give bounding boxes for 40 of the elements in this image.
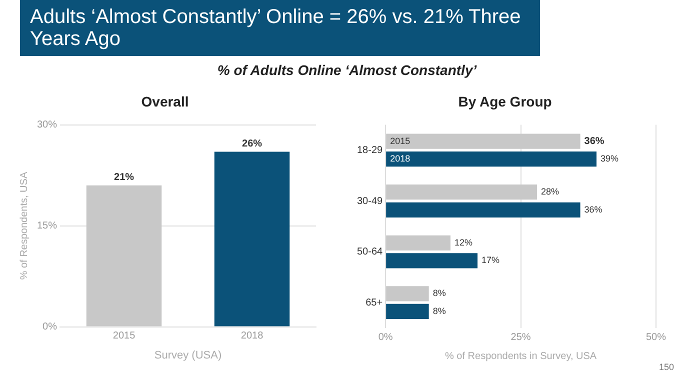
x-tick-label: 50% <box>646 332 666 343</box>
data-label: 12% <box>454 237 472 248</box>
data-label: 26% <box>242 138 262 150</box>
data-label: 28% <box>541 186 560 197</box>
bar <box>386 286 429 302</box>
x-tick-label: 2018 <box>240 330 264 342</box>
chart-title: Overall <box>141 93 189 110</box>
bar <box>386 253 478 268</box>
x-axis-title: Survey (USA) <box>154 349 222 362</box>
bar <box>386 202 580 218</box>
text: % of Adults Online ‘Almost Constantly’ <box>216 62 478 78</box>
data-label: 39% <box>600 154 619 164</box>
y-tick-label: 15% <box>37 220 58 232</box>
x-tick-label: 25% <box>510 332 531 343</box>
y-tick-label: 50-64 <box>357 246 384 258</box>
y-axis-title: % of Respondents, USA <box>18 172 30 280</box>
x-tick-label: 0% <box>378 332 393 343</box>
data-label: 8% <box>432 306 446 316</box>
bar <box>386 134 580 149</box>
series-label: 2018 <box>390 154 410 164</box>
bar <box>386 235 450 250</box>
y-tick-label: 18-29 <box>357 144 384 156</box>
chart-title: By Age Group <box>458 93 552 110</box>
data-label: 36% <box>584 136 604 148</box>
data-label: 21% <box>114 172 134 184</box>
y-tick-label: 30-49 <box>357 196 384 207</box>
text: 150 <box>658 362 674 372</box>
text: Adults ‘Almost Constantly’ Online = 26% vs. 21% Three Years Ago <box>20 0 540 56</box>
data-label: 17% <box>482 255 500 266</box>
bar <box>386 152 597 167</box>
data-label: 8% <box>432 288 446 298</box>
y-tick-label: 0% <box>42 322 58 333</box>
x-axis-title: % of Respondents in Survey, USA <box>445 350 597 362</box>
y-tick-label: 65+ <box>366 297 383 308</box>
x-tick-label: 2015 <box>112 330 136 342</box>
bar <box>386 184 538 200</box>
y-tick-label: 30% <box>37 120 58 131</box>
bar <box>386 304 429 320</box>
series-label: 2015 <box>390 136 410 146</box>
data-label: 36% <box>584 204 602 214</box>
